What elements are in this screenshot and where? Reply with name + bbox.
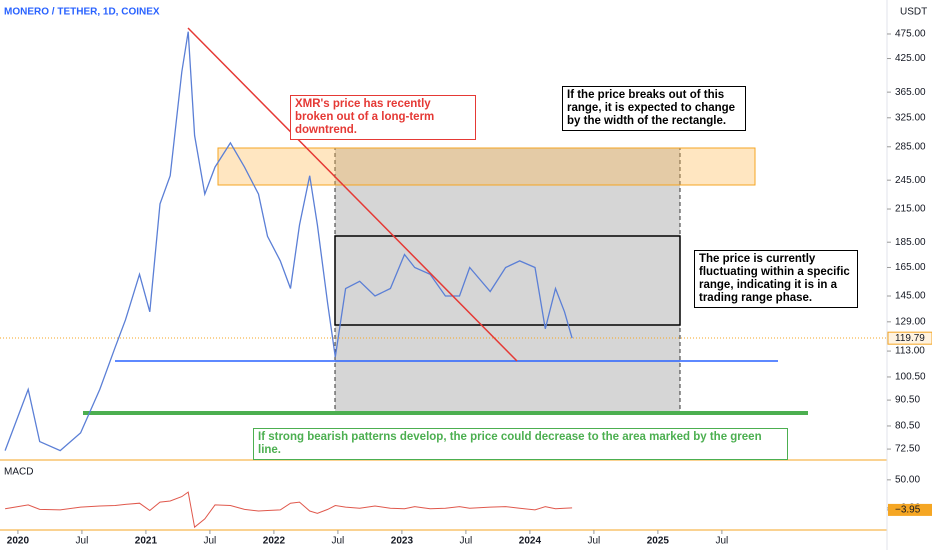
annotation: XMR's price has recently broken out of a… (290, 95, 476, 140)
annotation: The price is currently fluctuating withi… (694, 250, 858, 308)
y-tick-label: 365.00 (895, 87, 926, 98)
x-tick-label: 2022 (263, 536, 286, 547)
macd-tick-label: 50.00 (895, 474, 920, 485)
downtrend-line (187, 27, 518, 362)
y-tick-label: 215.00 (895, 204, 926, 215)
symbol-title: MONERO / TETHER, 1D, COINEX (4, 7, 160, 18)
range-box (334, 235, 681, 326)
macd-label: MACD (4, 467, 33, 478)
x-tick-label: 2024 (519, 536, 542, 547)
y-tick-label: 113.00 (895, 346, 925, 357)
y-tick-label: 129.00 (895, 316, 926, 327)
y-tick-label: 285.00 (895, 141, 926, 152)
annotation: If the price breaks out of this range, i… (562, 86, 746, 131)
resistance-zone (217, 147, 756, 186)
last-price-box (887, 331, 932, 345)
y-tick-label: 145.00 (895, 291, 926, 302)
annotation: If strong bearish patterns develop, the … (253, 428, 788, 460)
y-tick-label: 72.50 (895, 444, 920, 455)
x-tick-label: Jul (332, 536, 345, 547)
y-tick-label: 185.00 (895, 237, 926, 248)
macd-line (5, 491, 573, 529)
x-tick-label: Jul (460, 536, 473, 547)
macd-tick-label: −3.95 (895, 505, 921, 516)
x-tick-label: Jul (587, 536, 600, 547)
x-tick-label: Jul (715, 536, 728, 547)
y-tick-label: 80.50 (895, 421, 920, 432)
x-tick-label: 2020 (7, 536, 30, 547)
price-line (4, 31, 573, 452)
y-tick-label: 425.00 (895, 53, 926, 64)
x-tick-label: Jul (76, 536, 89, 547)
y-tick-label: 90.50 (895, 395, 920, 406)
y-tick-label: 325.00 (895, 112, 926, 123)
last-price-label: 119.79 (895, 333, 925, 344)
x-tick-label: 2021 (135, 536, 158, 547)
y-tick-label: 100.50 (895, 372, 926, 383)
x-tick-label: 2025 (647, 536, 670, 547)
y-tick-label: 245.00 (895, 175, 926, 186)
x-tick-label: Jul (204, 536, 217, 547)
x-tick-label: 2023 (391, 536, 414, 547)
y-tick-label: 165.00 (895, 262, 926, 273)
currency: USDT (900, 7, 927, 18)
projection-box (334, 147, 681, 414)
y-tick-label: 475.00 (895, 29, 926, 40)
macd-signal-box (888, 503, 932, 516)
